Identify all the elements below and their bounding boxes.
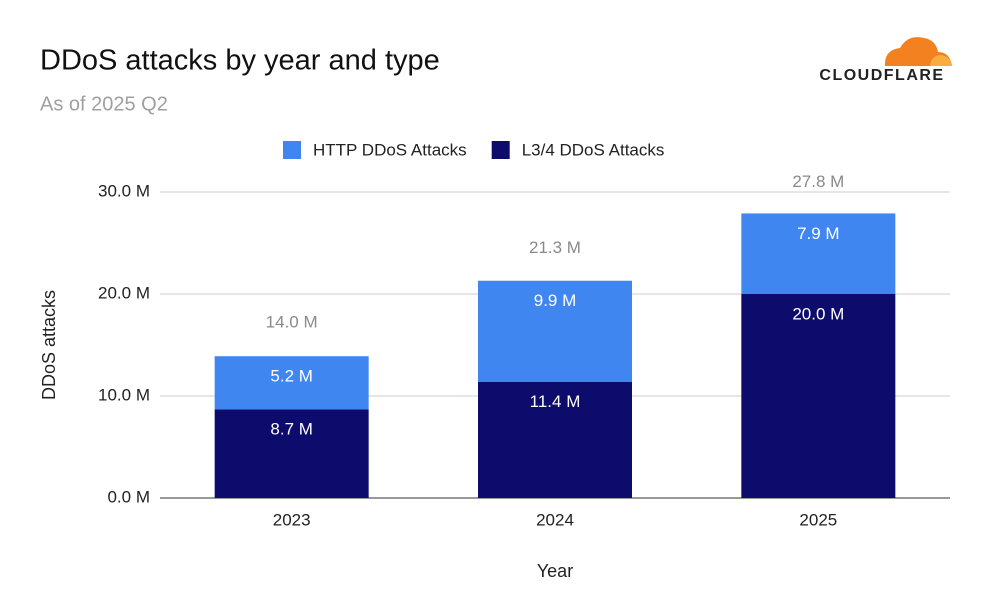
- chart-title: DDoS attacks by year and type: [40, 45, 440, 77]
- bar-segment: [214, 356, 369, 410]
- y-tick-label: 20.0 M: [98, 283, 150, 302]
- x-tick-label: 2025: [799, 510, 837, 529]
- bar-segment: [478, 381, 632, 498]
- logo: CLOUDFLARE: [819, 37, 952, 84]
- bar-segment: [741, 213, 896, 294]
- value-label: 5.2 M: [270, 367, 313, 386]
- y-axis-title: DDoS attacks: [39, 290, 59, 400]
- legend-label: L3/4 DDoS Attacks: [522, 140, 665, 159]
- x-tick-label: 2024: [536, 510, 574, 529]
- total-label: 14.0 M: [266, 313, 318, 332]
- value-label: 7.9 M: [797, 224, 840, 243]
- logo-cloud-small: [930, 55, 952, 66]
- bar-segment: [478, 280, 632, 382]
- bar-segment: [741, 294, 896, 498]
- legend-swatch: [283, 141, 301, 159]
- total-label: 27.8 M: [792, 172, 844, 191]
- legend-swatch: [491, 141, 510, 159]
- x-tick-label: 2023: [273, 510, 311, 529]
- chart-subtitle: As of 2025 Q2: [40, 93, 168, 115]
- y-tick-label: 30.0 M: [98, 181, 150, 200]
- logo-text: CLOUDFLARE: [819, 67, 944, 84]
- y-tick-label: 0.0 M: [107, 487, 150, 506]
- bar-segment: [214, 409, 369, 498]
- value-label: 8.7 M: [270, 420, 313, 439]
- value-label: 9.9 M: [534, 291, 577, 310]
- y-tick-label: 10.0 M: [98, 385, 150, 404]
- value-label: 20.0 M: [792, 304, 844, 323]
- x-axis-title: Year: [537, 561, 573, 581]
- legend-label: HTTP DDoS Attacks: [313, 140, 467, 159]
- total-label: 21.3 M: [529, 238, 581, 257]
- value-label: 11.4 M: [530, 392, 581, 411]
